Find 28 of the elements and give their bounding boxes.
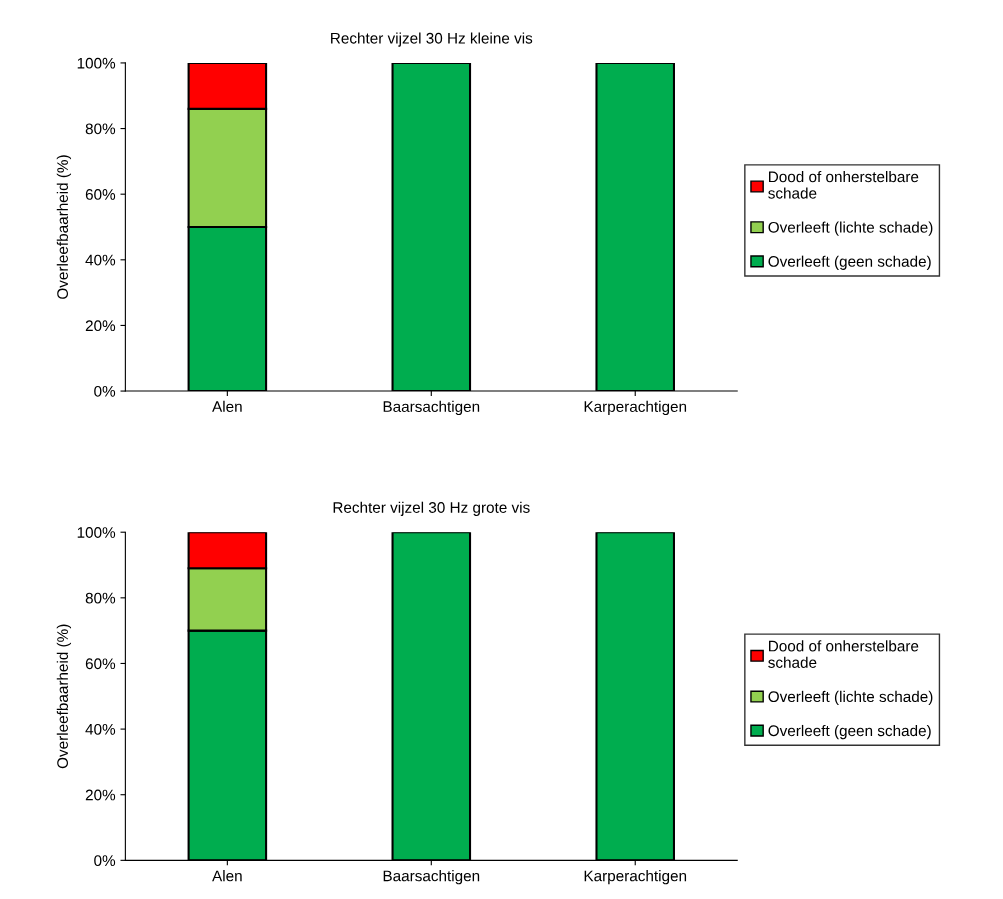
y-tick-label: 40% [85, 254, 116, 266]
y-tick-label: 40% [85, 723, 116, 735]
y-tick-label: 80% [85, 123, 116, 135]
y-tick-label: 100% [77, 57, 116, 69]
x-tick-label: Baarsachtigen [383, 400, 480, 416]
x-tick-label: Karperachtigen [584, 400, 687, 416]
y-tick-label: 100% [77, 527, 116, 538]
legend-label: Overleeft (geen schade) [768, 724, 931, 740]
y-tick-label: 20% [85, 320, 116, 332]
legend-label: Overleeft (geen schade) [768, 255, 931, 270]
chart-title: Rechter vijzel 30 Hz kleine vis [331, 32, 533, 47]
legend-label: Overleeft (lichte schade) [768, 690, 933, 706]
y-tick-label: 20% [85, 789, 116, 801]
legend-label: Dood of onherstelbare schade [768, 640, 919, 668]
y-tick-label: 60% [85, 658, 116, 670]
x-tick-label: Baarsachtigen [383, 870, 480, 885]
x-tick-label: Alen [212, 870, 242, 882]
y-axis-title: Overleefbaarheid (%) [56, 155, 72, 299]
x-tick-label: Alen [212, 400, 242, 413]
legend-label: Dood of onherstelbare schade [768, 170, 919, 199]
legend-label: Overleeft (lichte schade) [768, 221, 933, 236]
y-axis-title: Overleefbaarheid (%) [56, 624, 72, 769]
x-tick-label: Karperachtigen [584, 870, 687, 885]
y-tick-label: 80% [85, 592, 116, 604]
y-tick-label: 60% [85, 189, 116, 200]
y-tick-label: 0% [94, 385, 116, 397]
y-tick-label: 0% [94, 855, 116, 867]
chart-title: Rechter vijzel 30 Hz grote vis [333, 501, 530, 516]
